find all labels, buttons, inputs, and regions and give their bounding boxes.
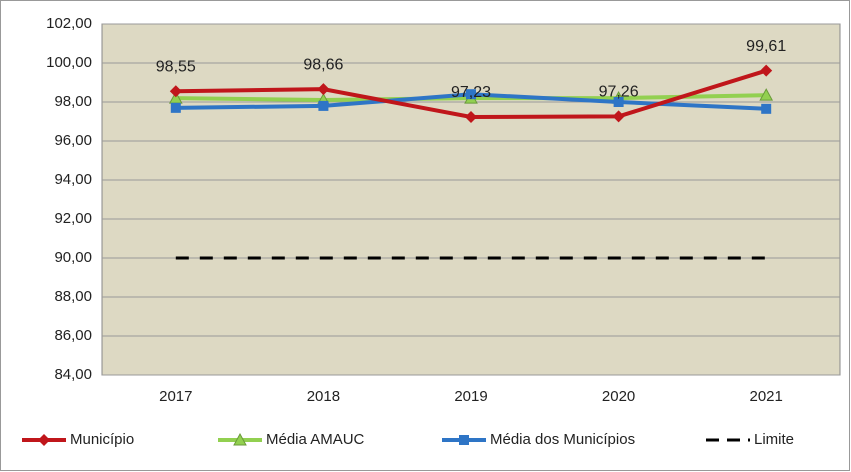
marker xyxy=(318,100,329,111)
marker xyxy=(317,83,330,96)
marker xyxy=(170,102,181,113)
y-tick-label: 88,00 xyxy=(54,288,92,305)
data-label: 97,23 xyxy=(451,84,491,101)
x-tick-label: 2020 xyxy=(602,388,635,405)
x-tick-label: 2019 xyxy=(454,388,487,405)
y-tick-label: 100,00 xyxy=(46,54,92,71)
x-tick-label: 2017 xyxy=(159,388,192,405)
legend-label: Média AMAUC xyxy=(266,431,365,448)
data-label: 98,66 xyxy=(303,56,343,73)
y-tick-label: 92,00 xyxy=(54,210,92,227)
y-tick-label: 94,00 xyxy=(54,171,92,188)
legend-label: Município xyxy=(70,431,134,448)
y-tick-label: 98,00 xyxy=(54,93,92,110)
x-tick-label: 2018 xyxy=(307,388,340,405)
marker xyxy=(169,85,182,98)
y-tick-label: 96,00 xyxy=(54,132,92,149)
marker xyxy=(612,110,625,123)
marker xyxy=(613,97,624,107)
marker xyxy=(466,89,476,100)
marker xyxy=(760,64,773,77)
y-tick-label: 84,00 xyxy=(54,366,92,383)
marker xyxy=(465,111,477,124)
marker xyxy=(38,434,50,446)
x-tick-label: 2021 xyxy=(750,388,783,405)
marker xyxy=(759,88,774,101)
y-tick-label: 102,00 xyxy=(46,15,92,32)
data-label: 97,26 xyxy=(599,84,639,101)
y-tick-label: 86,00 xyxy=(54,327,92,344)
marker xyxy=(459,435,469,445)
data-label: 98,55 xyxy=(156,58,196,75)
marker xyxy=(761,103,772,114)
legend-label: Limite xyxy=(754,431,794,448)
data-label: 99,61 xyxy=(746,38,786,55)
marker xyxy=(233,432,247,446)
legend-label: Média dos Municípios xyxy=(490,431,635,448)
y-tick-label: 90,00 xyxy=(54,249,92,266)
plot-area xyxy=(101,23,841,376)
